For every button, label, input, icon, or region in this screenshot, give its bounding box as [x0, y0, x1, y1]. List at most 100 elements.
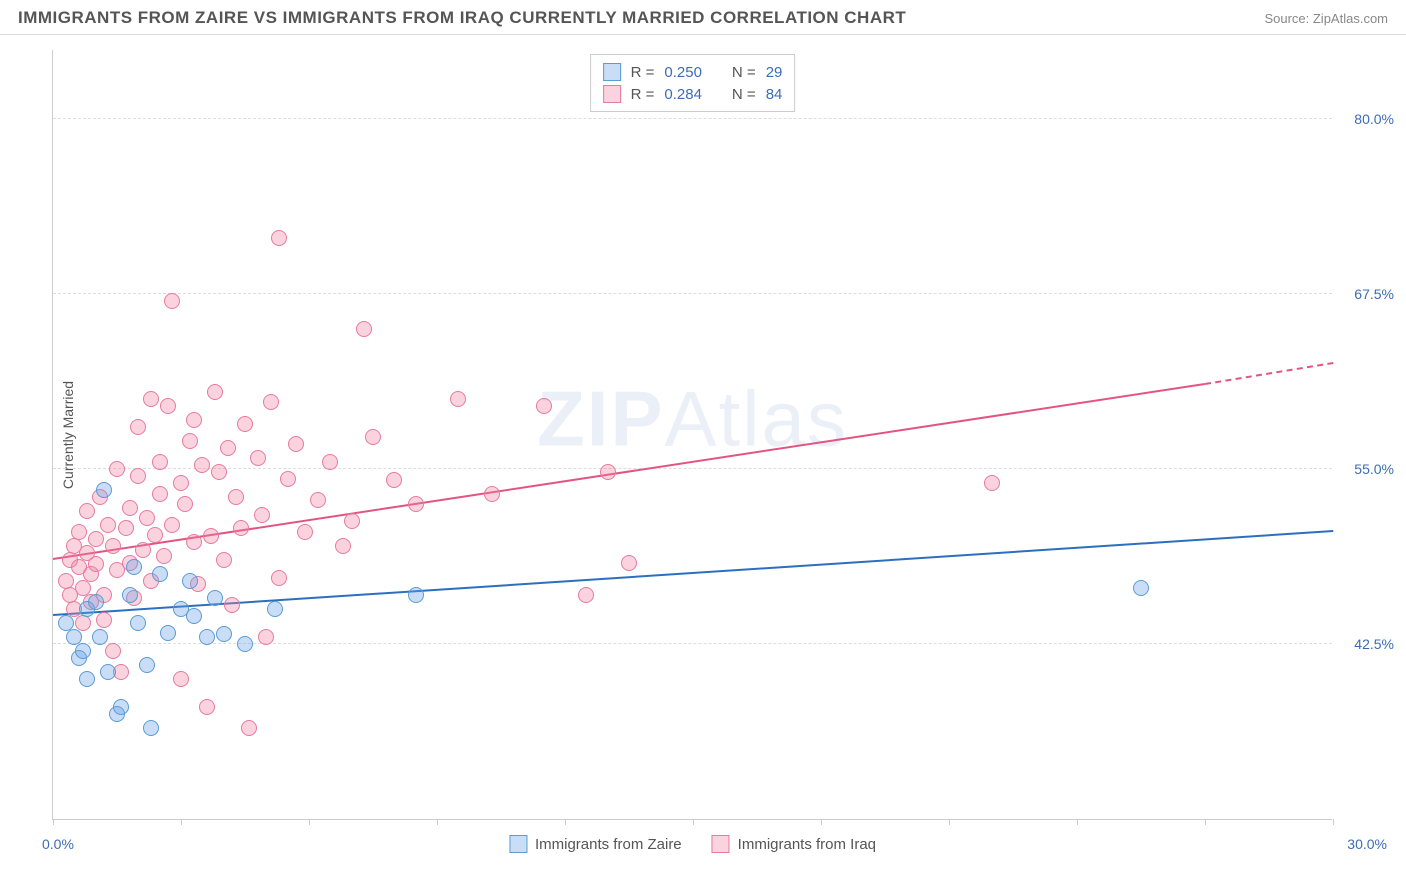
r-value-zaire: 0.250 [664, 64, 702, 81]
data-point [96, 482, 112, 498]
watermark-light: Atlas [664, 375, 847, 463]
data-point [173, 475, 189, 491]
data-point [100, 664, 116, 680]
data-point [280, 471, 296, 487]
data-point [186, 412, 202, 428]
data-point [484, 486, 500, 502]
data-point [177, 496, 193, 512]
data-point [271, 230, 287, 246]
n-label: N = [732, 64, 756, 81]
data-point [263, 394, 279, 410]
swatch-iraq-icon [712, 835, 730, 853]
n-label: N = [732, 86, 756, 103]
data-point [152, 454, 168, 470]
grid-line: 55.0% [53, 468, 1332, 469]
data-point [173, 671, 189, 687]
data-point [152, 566, 168, 582]
data-point [186, 608, 202, 624]
data-point [160, 398, 176, 414]
legend-item-zaire: Immigrants from Zaire [509, 835, 682, 853]
legend-item-iraq: Immigrants from Iraq [712, 835, 876, 853]
x-tick [693, 819, 694, 825]
x-tick [309, 819, 310, 825]
n-value-iraq: 84 [766, 86, 783, 103]
data-point [194, 457, 210, 473]
y-tick-label: 80.0% [1354, 111, 1394, 127]
data-point [71, 524, 87, 540]
data-point [160, 625, 176, 641]
data-point [288, 436, 304, 452]
data-point [216, 552, 232, 568]
watermark-bold: ZIP [537, 375, 664, 463]
trend-line [53, 530, 1333, 616]
data-point [344, 513, 360, 529]
data-point [237, 416, 253, 432]
data-point [75, 643, 91, 659]
y-tick-label: 42.5% [1354, 636, 1394, 652]
data-point [130, 615, 146, 631]
data-point [258, 629, 274, 645]
data-point [79, 671, 95, 687]
data-point [220, 440, 236, 456]
data-point [100, 517, 116, 533]
data-point [203, 528, 219, 544]
data-point [164, 517, 180, 533]
n-value-zaire: 29 [766, 64, 783, 81]
data-point [109, 461, 125, 477]
data-point [984, 475, 1000, 491]
data-point [139, 657, 155, 673]
x-tick [565, 819, 566, 825]
x-max-label: 30.0% [1347, 836, 1387, 852]
data-point [118, 520, 134, 536]
data-point [322, 454, 338, 470]
data-point [147, 527, 163, 543]
data-point [152, 486, 168, 502]
data-point [207, 590, 223, 606]
data-point [199, 629, 215, 645]
data-point [310, 492, 326, 508]
data-point [186, 534, 202, 550]
grid-line: 80.0% [53, 118, 1332, 119]
data-point [122, 500, 138, 516]
data-point [450, 391, 466, 407]
data-point [88, 531, 104, 547]
data-point [96, 612, 112, 628]
r-label: R = [631, 86, 655, 103]
data-point [211, 464, 227, 480]
x-tick [1205, 819, 1206, 825]
source-label: Source: ZipAtlas.com [1264, 11, 1388, 26]
data-point [199, 699, 215, 715]
data-point [271, 570, 287, 586]
data-point [335, 538, 351, 554]
data-point [182, 433, 198, 449]
data-point [224, 597, 240, 613]
x-tick [437, 819, 438, 825]
data-point [254, 507, 270, 523]
y-tick-label: 55.0% [1354, 461, 1394, 477]
x-tick [1077, 819, 1078, 825]
chart-header: IMMIGRANTS FROM ZAIRE VS IMMIGRANTS FROM… [0, 0, 1406, 35]
swatch-zaire-icon [509, 835, 527, 853]
legend-label-iraq: Immigrants from Iraq [738, 836, 876, 853]
data-point [356, 321, 372, 337]
legend-label-zaire: Immigrants from Zaire [535, 836, 682, 853]
y-tick-label: 67.5% [1354, 286, 1394, 302]
data-point [105, 643, 121, 659]
series-legend: Immigrants from Zaire Immigrants from Ir… [509, 835, 876, 853]
r-value-iraq: 0.284 [664, 86, 702, 103]
swatch-iraq [603, 85, 621, 103]
data-point [241, 720, 257, 736]
data-point [113, 699, 129, 715]
data-point [408, 496, 424, 512]
r-label: R = [631, 64, 655, 81]
trend-line-dashed [1205, 362, 1333, 385]
data-point [365, 429, 381, 445]
x-tick [821, 819, 822, 825]
data-point [228, 489, 244, 505]
plot-region: ZIPAtlas R = 0.250 N = 29 R = 0.284 N = … [52, 50, 1332, 820]
x-min-label: 0.0% [42, 836, 74, 852]
data-point [578, 587, 594, 603]
data-point [79, 503, 95, 519]
data-point [250, 450, 266, 466]
data-point [88, 594, 104, 610]
